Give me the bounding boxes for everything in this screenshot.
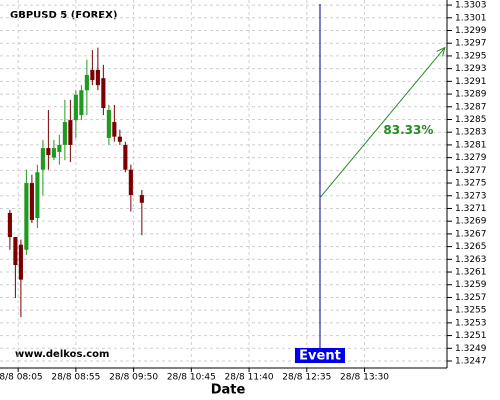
candle-body <box>95 69 100 86</box>
candle-body <box>84 74 89 91</box>
y-tick-label: 1.3259 <box>455 280 487 290</box>
y-tick-label: 1.3253 <box>455 318 487 328</box>
x-tick-label: 28/8 09:50 <box>109 373 158 383</box>
x-tick-label: 28/8 08:05 <box>0 373 43 383</box>
y-tick-label: 1.3269 <box>455 217 487 227</box>
y-tick-label: 1.3291 <box>455 77 487 87</box>
y-tick-label: 1.3251 <box>455 331 487 341</box>
candle-body <box>79 90 84 116</box>
candle-body <box>117 136 122 142</box>
arrow-label: 83.33% <box>383 123 433 137</box>
candle-body <box>57 144 62 152</box>
candle-body <box>24 183 29 250</box>
candle-body <box>73 94 78 121</box>
x-tick-label: 28/8 08:55 <box>51 373 100 383</box>
y-tick-label: 1.3273 <box>455 191 487 201</box>
y-tick-label: 1.3285 <box>455 115 487 125</box>
y-tick-label: 1.3303 <box>455 1 487 11</box>
candle-body <box>112 122 117 137</box>
event-label-box <box>294 348 345 363</box>
y-tick-label: 1.3263 <box>455 255 487 265</box>
y-tick-label: 1.3277 <box>455 166 487 176</box>
x-tick-label: 28/8 11:40 <box>225 373 274 383</box>
y-tick-label: 1.3249 <box>455 344 487 354</box>
y-tick-label: 1.3295 <box>455 51 487 61</box>
candle-body <box>13 237 18 266</box>
candle-body <box>51 148 56 158</box>
candle-body <box>46 148 51 156</box>
y-tick-label: 1.3297 <box>455 39 487 49</box>
candle-body <box>62 122 67 145</box>
arrow-head <box>436 46 446 57</box>
candle-body <box>106 109 111 138</box>
y-tick-label: 1.3255 <box>455 306 487 316</box>
x-tick-label: 28/8 12:35 <box>282 373 331 383</box>
y-tick-label: 1.3287 <box>455 102 487 112</box>
x-tick-label: 28/8 13:30 <box>340 373 389 383</box>
candle-body <box>90 69 95 81</box>
candle-body <box>123 144 128 170</box>
candle-body <box>18 244 23 280</box>
chart-title: GBPUSD 5 (FOREX) <box>10 10 117 21</box>
x-tick-label: 28/8 10:45 <box>167 373 216 383</box>
candle-body <box>7 212 12 238</box>
y-tick-label: 1.3281 <box>455 140 487 150</box>
y-tick-label: 1.3247 <box>455 357 487 367</box>
y-tick-label: 1.3293 <box>455 64 487 74</box>
y-tick-label: 1.3275 <box>455 179 487 189</box>
y-tick-label: 1.3265 <box>455 242 487 252</box>
x-axis-label: Date <box>211 383 246 398</box>
candle-body <box>35 172 40 219</box>
y-tick-label: 1.3267 <box>455 229 487 239</box>
y-tick-label: 1.3261 <box>455 268 487 278</box>
y-tick-label: 1.3283 <box>455 128 487 138</box>
candle-body <box>68 120 73 145</box>
y-tick-label: 1.3271 <box>455 204 487 214</box>
candle-body <box>29 183 34 220</box>
y-tick-label: 1.3257 <box>455 293 487 303</box>
arrow-line <box>319 47 446 198</box>
candle-body <box>40 148 45 170</box>
y-tick-label: 1.3289 <box>455 90 487 100</box>
candle-body <box>139 195 144 203</box>
event-label: Event <box>299 349 341 364</box>
y-tick-label: 1.3301 <box>455 13 487 23</box>
candle-body <box>101 78 106 109</box>
candle-body <box>128 169 133 196</box>
y-tick-label: 1.3299 <box>455 26 487 36</box>
watermark: www.delkos.com <box>15 349 109 360</box>
y-tick-label: 1.3279 <box>455 153 487 163</box>
